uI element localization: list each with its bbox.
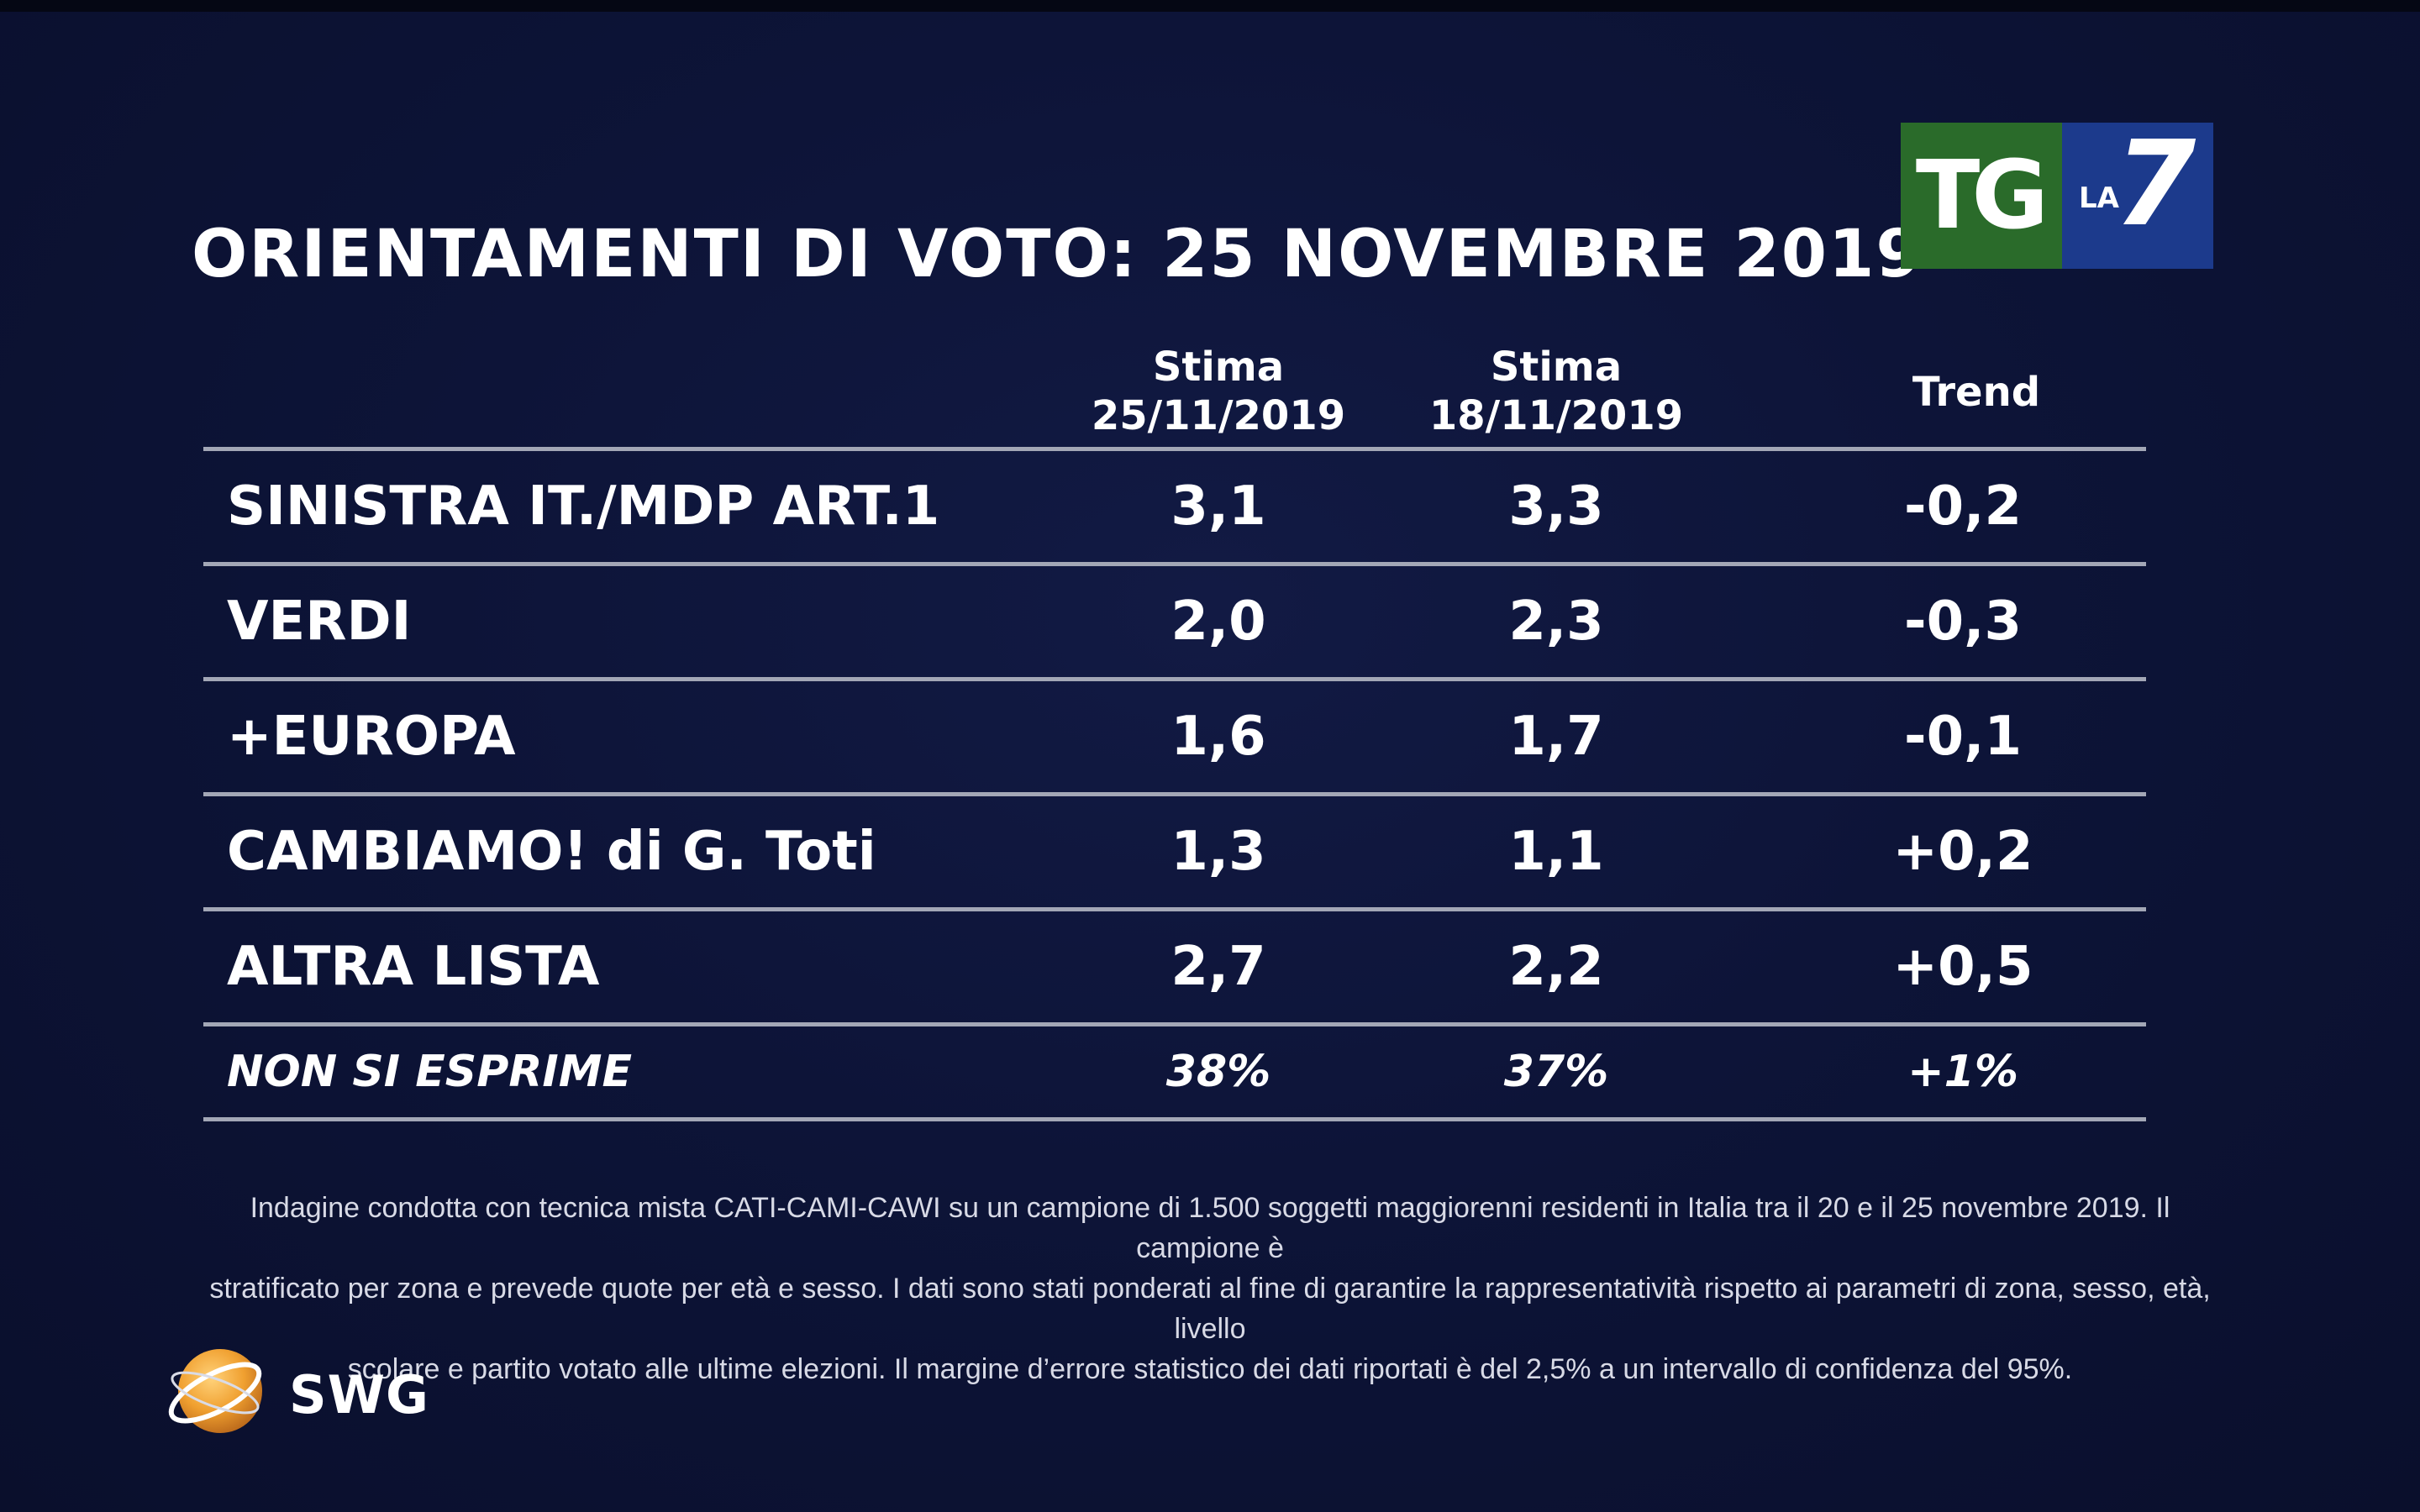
table-row: VERDI 2,0 2,3 -0,3 xyxy=(203,566,2146,677)
estimate-25-11: 2,0 xyxy=(1171,591,1266,653)
methodology-line: stratificato per zona e prevede quote pe… xyxy=(209,1273,2211,1345)
estimate-25-11: 1,6 xyxy=(1171,706,1266,768)
methodology-line: Indagine condotta con tecnica mista CATI… xyxy=(250,1192,2170,1264)
swg-logo: SWG xyxy=(158,1332,444,1458)
trend-value: +0,2 xyxy=(1892,821,2033,883)
trend-value: -0,1 xyxy=(1904,706,2022,768)
estimate-18-11: 2,2 xyxy=(1508,936,1604,998)
estimate-18-11: 1,7 xyxy=(1508,706,1604,768)
column-header-line: Trend xyxy=(1912,369,2041,416)
column-header-date: 18/11/2019 xyxy=(1428,392,1684,439)
table-header: Stima 25/11/2019 Stima 18/11/2019 Trend xyxy=(203,343,2146,447)
table-row: CAMBIAMO! di G. Toti 1,3 1,1 +0,2 xyxy=(203,796,2146,907)
table-row: SINISTRA IT./MDP ART.1 3,1 3,3 -0,2 xyxy=(203,451,2146,562)
logo-tg-block: TG xyxy=(1901,123,2062,269)
poll-table: Stima 25/11/2019 Stima 18/11/2019 Trend … xyxy=(203,343,2146,1121)
table-divider xyxy=(203,792,2146,796)
table-row-no-answer: NON SI ESPRIME 38% 37% +1% xyxy=(203,1026,2146,1117)
logo-seven-text: 7 xyxy=(2114,116,2196,253)
estimate-25-11: 2,7 xyxy=(1171,936,1266,998)
table-divider xyxy=(203,1117,2146,1121)
swg-globe-icon xyxy=(168,1349,262,1433)
trend-value: +1% xyxy=(1907,1047,2018,1097)
page-title: ORIENTAMENTI DI VOTO: 25 NOVEMBRE 2019 xyxy=(192,217,1923,292)
estimate-18-11: 2,3 xyxy=(1508,591,1604,653)
table-divider xyxy=(203,1022,2146,1026)
party-name: NON SI ESPRIME xyxy=(227,1047,632,1097)
column-header-line: Stima xyxy=(1490,344,1623,391)
logo-la-text: LA xyxy=(2079,181,2119,215)
column-header-estimate-25-11: Stima 25/11/2019 xyxy=(933,343,1504,440)
party-name: VERDI xyxy=(227,591,412,653)
table-divider xyxy=(203,907,2146,911)
table-divider xyxy=(203,562,2146,566)
estimate-18-11: 37% xyxy=(1503,1047,1609,1097)
party-name: +EUROPA xyxy=(227,706,516,768)
top-bar xyxy=(0,0,2420,12)
column-header-trend: Trend xyxy=(1808,368,2144,417)
table-row: ALTRA LISTA 2,7 2,2 +0,5 xyxy=(203,911,2146,1022)
estimate-18-11: 3,3 xyxy=(1508,475,1604,538)
party-name: ALTRA LISTA xyxy=(227,936,600,998)
table-row: +EUROPA 1,6 1,7 -0,1 xyxy=(203,681,2146,792)
estimate-25-11: 3,1 xyxy=(1171,475,1266,538)
swg-name: SWG xyxy=(289,1364,429,1425)
trend-value: -0,2 xyxy=(1904,475,2022,538)
party-name: CAMBIAMO! di G. Toti xyxy=(227,821,876,883)
estimate-25-11: 1,3 xyxy=(1171,821,1266,883)
methodology-note: Indagine condotta con tecnica mista CATI… xyxy=(185,1188,2235,1389)
trend-value: -0,3 xyxy=(1904,591,2022,653)
table-divider xyxy=(203,677,2146,681)
trend-value: +0,5 xyxy=(1892,936,2033,998)
column-header-estimate-18-11: Stima 18/11/2019 xyxy=(1270,343,1842,440)
methodology-line: scolare e partito votato alle ultime ele… xyxy=(347,1353,2073,1385)
logo-la7-block: LA 7 xyxy=(2062,123,2213,269)
table-divider xyxy=(203,447,2146,451)
party-name: SINISTRA IT./MDP ART.1 xyxy=(227,475,940,538)
estimate-25-11: 38% xyxy=(1165,1047,1271,1097)
column-header-date: 25/11/2019 xyxy=(1091,392,1346,439)
tg-la7-logo: TG LA 7 xyxy=(1901,123,2213,269)
column-header-line: Stima xyxy=(1152,344,1285,391)
estimate-18-11: 1,1 xyxy=(1508,821,1604,883)
